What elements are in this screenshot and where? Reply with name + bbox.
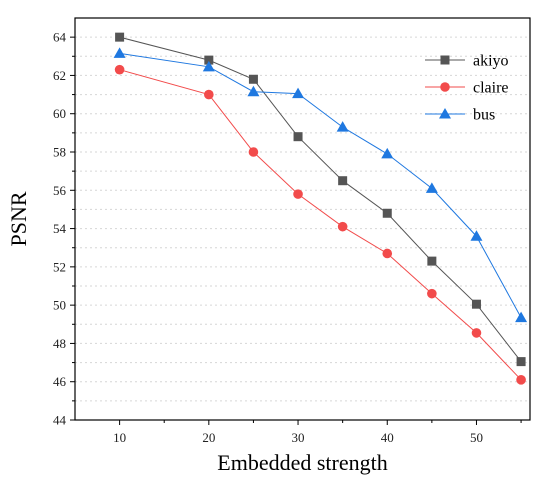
legend-marker-claire (440, 82, 450, 92)
plot-frame (74, 17, 531, 421)
data-point-claire (204, 89, 214, 100)
data-point-bus (247, 85, 260, 97)
y-tick-label: 52 (53, 259, 66, 274)
x-tick-label: 10 (113, 430, 126, 445)
y-tick-label: 60 (53, 106, 66, 121)
data-point-akiyo (471, 299, 481, 309)
x-axis-title: Embedded strength (217, 450, 387, 475)
data-point-bus (515, 311, 528, 323)
data-point-bus (381, 147, 394, 159)
y-axis-title: PSNR (6, 191, 31, 246)
data-point-akiyo (248, 74, 258, 84)
grid-lines (75, 36, 530, 402)
data-point-claire (293, 189, 303, 199)
data-point-claire (337, 221, 348, 232)
data-point-akiyo (338, 176, 348, 186)
series-lines (119, 36, 522, 381)
y-tick-label: 44 (53, 413, 67, 428)
legend-label-akiyo: akiyo (473, 53, 509, 70)
axis-ticks: 44 46 48 50 52 54 56 58 60 62 64 10 20 30 40 50 (53, 30, 522, 445)
x-tick-label: 30 (292, 430, 305, 445)
data-point-akiyo (516, 357, 526, 367)
data-point-claire (114, 64, 125, 75)
data-point-claire (382, 248, 393, 259)
legend-label-bus: bus (473, 107, 495, 124)
y-tick-label: 48 (53, 336, 66, 351)
data-point-akiyo (293, 132, 303, 142)
data-point-claire (248, 147, 259, 157)
legend-label-claire: claire (473, 80, 509, 97)
data-point-bus (470, 230, 483, 241)
data-point-bus (113, 47, 126, 58)
data-point-claire (427, 288, 437, 299)
series-line-akiyo (119, 36, 522, 362)
data-point-akiyo (115, 32, 125, 42)
x-tick-label: 50 (470, 430, 483, 445)
y-tick-label: 54 (53, 221, 67, 236)
y-tick-label: 50 (53, 298, 66, 313)
y-tick-label: 62 (53, 68, 66, 83)
data-point-bus (202, 60, 215, 72)
x-tick-label: 40 (381, 430, 394, 445)
data-point-claire (516, 375, 526, 385)
series-line-claire (119, 69, 522, 381)
data-point-akiyo (382, 208, 392, 218)
series-markers (113, 32, 528, 385)
x-tick-label: 20 (202, 430, 215, 445)
data-point-akiyo (427, 256, 437, 266)
y-tick-label: 64 (53, 30, 67, 45)
legend-marker-bus (439, 108, 451, 119)
legend: akiyo claire bus (425, 53, 509, 124)
legend-marker-akiyo (440, 55, 450, 65)
data-point-claire (471, 328, 482, 338)
y-tick-label: 46 (53, 374, 67, 389)
y-tick-label: 58 (53, 145, 66, 160)
data-point-bus (292, 87, 305, 99)
data-point-bus (425, 182, 438, 193)
y-tick-label: 56 (53, 183, 67, 198)
data-point-akiyo (204, 55, 214, 65)
data-point-bus (336, 121, 349, 132)
series-line-bus (119, 52, 522, 318)
